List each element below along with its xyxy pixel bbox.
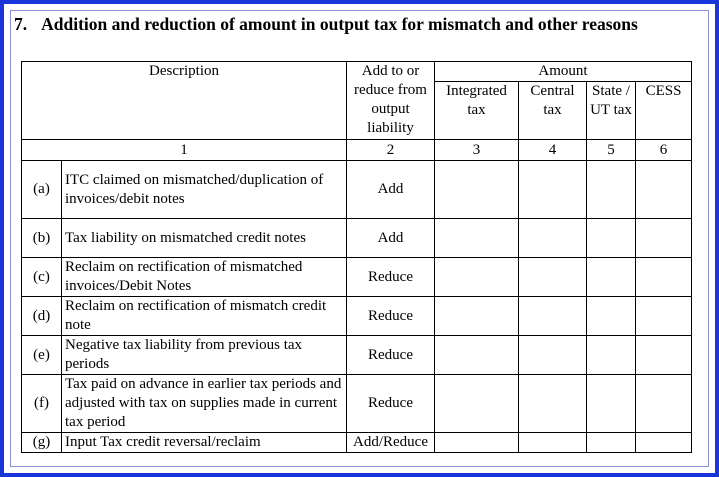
row-description: Tax liability on mismatched credit notes [61, 218, 347, 258]
central-tax-cell[interactable] [518, 432, 587, 453]
header-integrated-tax: Integrated tax [434, 81, 519, 140]
header-central-tax: Central tax [518, 81, 587, 140]
header-description: Description [21, 61, 347, 140]
row-description: ITC claimed on mismatched/duplication of… [61, 160, 347, 219]
state-ut-tax-cell[interactable] [586, 218, 636, 258]
state-ut-tax-cell[interactable] [586, 335, 636, 375]
column-number: 6 [635, 139, 692, 161]
row-action: Reduce [346, 257, 435, 297]
row-label: (d) [21, 296, 62, 336]
central-tax-cell[interactable] [518, 257, 587, 297]
cess-cell[interactable] [635, 257, 692, 297]
central-tax-cell[interactable] [518, 335, 587, 375]
table-row: (f) Tax paid on advance in earlier tax p… [21, 374, 692, 433]
central-tax-cell[interactable] [518, 160, 587, 219]
cess-cell[interactable] [635, 335, 692, 375]
row-description: Negative tax liability from previous tax… [61, 335, 347, 375]
column-number: 5 [586, 139, 636, 161]
row-label: (f) [21, 374, 62, 433]
row-action: Add [346, 218, 435, 258]
integrated-tax-cell[interactable] [434, 432, 519, 453]
row-action: Reduce [346, 374, 435, 433]
integrated-tax-cell[interactable] [434, 374, 519, 433]
table-row: (b) Tax liability on mismatched credit n… [21, 218, 692, 258]
cess-cell[interactable] [635, 432, 692, 453]
row-description: Input Tax credit reversal/reclaim [61, 432, 347, 453]
row-action: Add [346, 160, 435, 219]
table-row: (c) Reclaim on rectification of mismatch… [21, 257, 692, 297]
header-add-reduce: Add to or reduce from output liability [346, 61, 435, 140]
state-ut-tax-cell[interactable] [586, 160, 636, 219]
column-number: 3 [434, 139, 519, 161]
row-label: (a) [21, 160, 62, 219]
state-ut-tax-cell[interactable] [586, 257, 636, 297]
row-action: Reduce [346, 335, 435, 375]
row-label: (c) [21, 257, 62, 297]
central-tax-cell[interactable] [518, 218, 587, 258]
inner-border [10, 10, 709, 467]
table-row: (e) Negative tax liability from previous… [21, 335, 692, 375]
state-ut-tax-cell[interactable] [586, 432, 636, 453]
section-heading: 7. Addition and reduction of amount in ou… [14, 14, 638, 35]
row-description: Reclaim on rectification of mismatched i… [61, 257, 347, 297]
state-ut-tax-cell[interactable] [586, 296, 636, 336]
cess-cell[interactable] [635, 296, 692, 336]
row-label: (b) [21, 218, 62, 258]
cess-cell[interactable] [635, 160, 692, 219]
state-ut-tax-cell[interactable] [586, 374, 636, 433]
integrated-tax-cell[interactable] [434, 160, 519, 219]
integrated-tax-cell[interactable] [434, 218, 519, 258]
table-row: (g) Input Tax credit reversal/reclaim Ad… [21, 432, 692, 453]
column-number: 2 [346, 139, 435, 161]
row-action: Add/Reduce [346, 432, 435, 453]
section-number: 7. [14, 14, 28, 34]
header-cess: CESS [635, 81, 692, 140]
cess-cell[interactable] [635, 218, 692, 258]
row-label: (e) [21, 335, 62, 375]
central-tax-cell[interactable] [518, 374, 587, 433]
row-label: (g) [21, 432, 62, 453]
column-number: 4 [518, 139, 587, 161]
column-number: 1 [21, 139, 347, 161]
row-description: Tax paid on advance in earlier tax perio… [61, 374, 347, 433]
table-row: (a) ITC claimed on mismatched/duplicatio… [21, 160, 692, 219]
header-state-ut-tax: State / UT tax [586, 81, 636, 140]
section-title: Addition and reduction of amount in outp… [41, 14, 638, 34]
header-amount: Amount [434, 61, 692, 82]
integrated-tax-cell[interactable] [434, 335, 519, 375]
row-description: Reclaim on rectification of mismatch cre… [61, 296, 347, 336]
mismatch-table: Description Add to or reduce from output… [21, 61, 692, 453]
row-action: Reduce [346, 296, 435, 336]
cess-cell[interactable] [635, 374, 692, 433]
table-row: (d) Reclaim on rectification of mismatch… [21, 296, 692, 336]
integrated-tax-cell[interactable] [434, 257, 519, 297]
integrated-tax-cell[interactable] [434, 296, 519, 336]
central-tax-cell[interactable] [518, 296, 587, 336]
